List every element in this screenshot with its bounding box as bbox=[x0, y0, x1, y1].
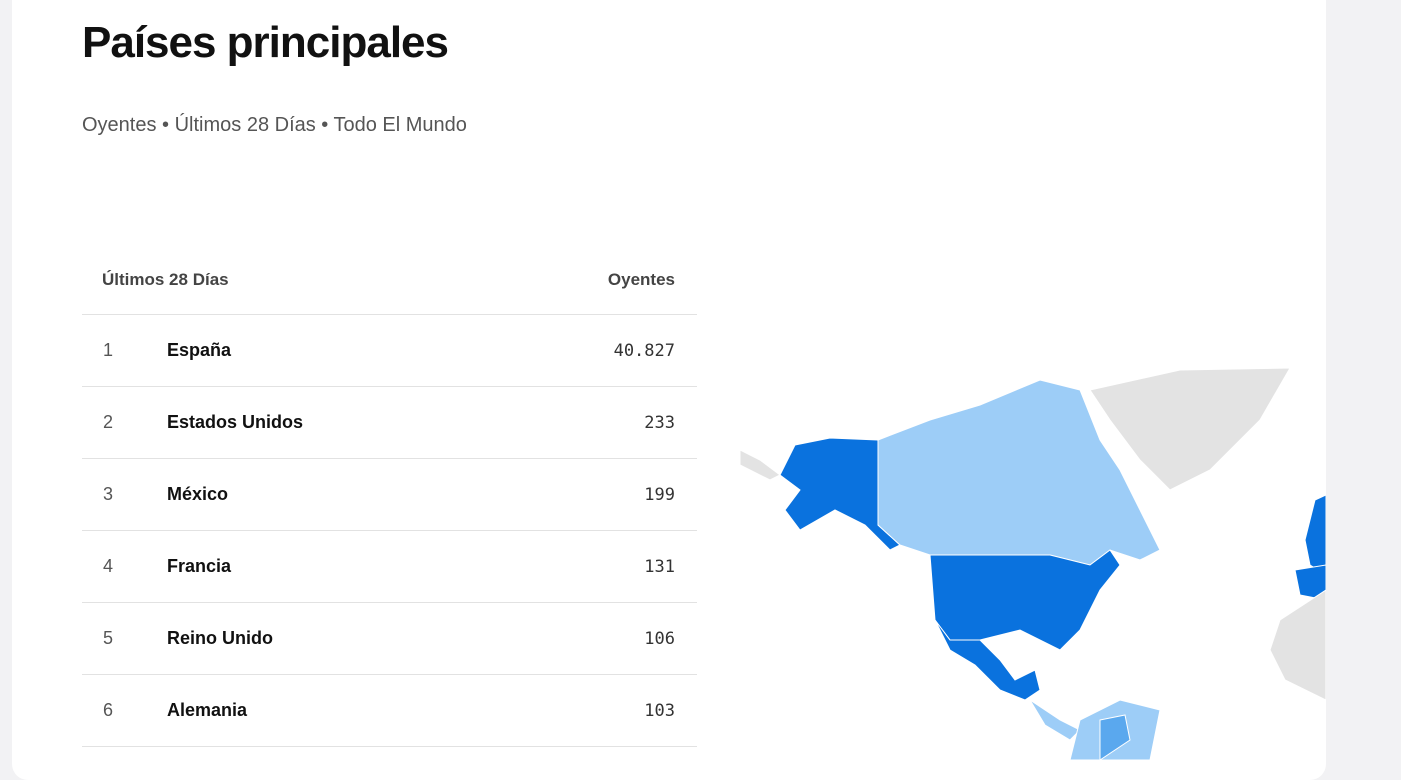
world-map bbox=[740, 367, 1326, 760]
rank: 1 bbox=[82, 314, 167, 387]
page: Países principales Oyentes • Últimos 28 … bbox=[12, 0, 1326, 780]
uk bbox=[1304, 494, 1326, 576]
listeners: 199 bbox=[461, 458, 697, 531]
listeners: 233 bbox=[461, 386, 697, 459]
country: Reino Unido bbox=[167, 602, 462, 675]
africa bbox=[1269, 589, 1326, 701]
countries-table: Últimos 28 Días Oyentes 1 España 40.827 2 Es… bbox=[82, 246, 697, 747]
rank: 4 bbox=[82, 530, 167, 603]
column-header: Oyentes bbox=[461, 246, 697, 315]
table-row: 4 Francia 131 bbox=[82, 530, 697, 603]
table-header: Últimos 28 Días Oyentes bbox=[82, 246, 697, 315]
column-header: Últimos 28 Días bbox=[82, 246, 462, 315]
table-row: 2 Estados Unidos 233 bbox=[82, 386, 697, 459]
table-row: 1 España 40.827 bbox=[82, 314, 697, 387]
country: Estados Unidos bbox=[167, 386, 462, 459]
rank: 3 bbox=[82, 458, 167, 531]
rank: 6 bbox=[82, 674, 167, 747]
table-body: 1 España 40.827 2 Estados Unidos 233 3 México 19… bbox=[82, 314, 697, 747]
country: Francia bbox=[167, 530, 462, 603]
rank: 5 bbox=[82, 602, 167, 675]
table-row: 5 Reino Unido 106 bbox=[82, 602, 697, 675]
usa bbox=[929, 549, 1121, 651]
central-america bbox=[1029, 699, 1081, 741]
table-row: 3 México 199 bbox=[82, 458, 697, 531]
country: Alemania bbox=[167, 674, 462, 747]
russia bbox=[740, 449, 781, 481]
subtitle: Oyentes • Últimos 28 Días • Todo El Mund… bbox=[82, 114, 467, 136]
spain bbox=[1294, 564, 1326, 601]
title: Países principales bbox=[82, 18, 449, 67]
greenland bbox=[1089, 367, 1291, 491]
listeners: 40.827 bbox=[461, 314, 697, 387]
canada bbox=[877, 379, 1161, 566]
table-row: 6 Alemania 103 bbox=[82, 674, 697, 747]
mexico bbox=[934, 619, 1041, 701]
listeners: 103 bbox=[461, 674, 697, 747]
listeners: 131 bbox=[461, 530, 697, 603]
listeners: 106 bbox=[461, 602, 697, 675]
country: España bbox=[167, 314, 462, 387]
countries-card: Países principales Oyentes • Últimos 28 … bbox=[12, 0, 1326, 780]
colombia bbox=[1099, 714, 1131, 760]
country: México bbox=[167, 458, 462, 531]
rank: 2 bbox=[82, 386, 167, 459]
